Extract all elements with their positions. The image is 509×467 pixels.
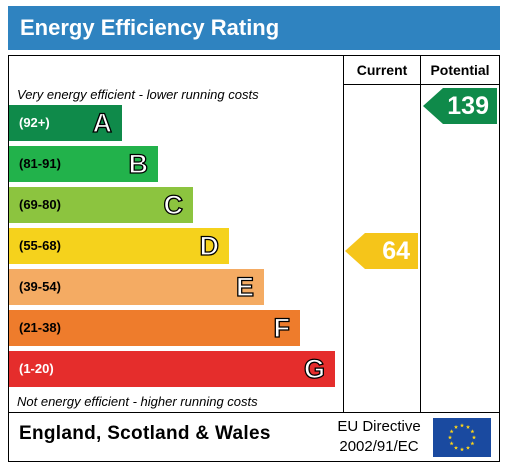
eu-star-icon [459,447,465,452]
band-range: (21-38) [19,320,61,335]
eu-star-icon [453,424,459,429]
eu-directive-line1: EU Directive [337,418,421,435]
band-range: (39-54) [19,279,61,294]
band-range: (1-20) [19,361,54,376]
potential-column-header: Potential [430,62,490,78]
eu-star-icon [465,424,471,429]
top-note: Very energy efficient - lower running co… [17,87,259,102]
current-rating-arrow: 64 [345,233,418,269]
eu-star-icon [470,441,475,446]
bottom-note: Not energy efficient - higher running co… [17,394,258,409]
band-letter: F [273,312,291,343]
eu-star-icon [453,445,459,450]
band-g: (1-20) G [9,351,335,387]
band-letter: B [128,148,149,179]
page-title: Energy Efficiency Rating [8,6,500,50]
eu-star-icon [459,423,465,428]
eu-directive-line2: 2002/91/EC [339,438,419,455]
band-d: (55-68) D [9,228,229,264]
region-label: England, Scotland & Wales [19,423,271,444]
band-range: (55-68) [19,238,61,253]
band-b: (81-91) B [9,146,158,182]
eu-directive: EU Directive 2002/91/EC [327,417,431,457]
footer: England, Scotland & Wales EU Directive 2… [8,413,500,462]
band-e: (39-54) E [9,269,264,305]
rating-chart: Current Potential Very energy efficient … [8,55,500,413]
band-a: (92+) A [9,105,122,141]
eu-star-icon [449,429,454,434]
band-letter: G [303,353,325,384]
potential-column-divider [420,56,421,412]
column-header-divider [343,84,499,85]
band-c: (69-80) C [9,187,193,223]
potential-rating-arrow: 139 [423,88,497,124]
band-range: (92+) [19,115,50,130]
eu-star-icon [465,445,471,450]
band-letter: D [199,230,220,261]
band-range: (69-80) [19,197,61,212]
band-letter: E [235,271,254,302]
eu-star-icon [449,441,454,446]
current-column-header: Current [356,62,408,78]
eu-flag-icon [433,418,491,457]
eu-star-icon [470,429,475,434]
band-f: (21-38) F [9,310,300,346]
band-range: (81-91) [19,156,61,171]
current-column-divider [343,56,344,412]
band-letter: C [163,189,184,220]
eu-star-icon [447,435,453,440]
band-letter: A [92,107,113,138]
eu-star-icon [471,435,477,440]
